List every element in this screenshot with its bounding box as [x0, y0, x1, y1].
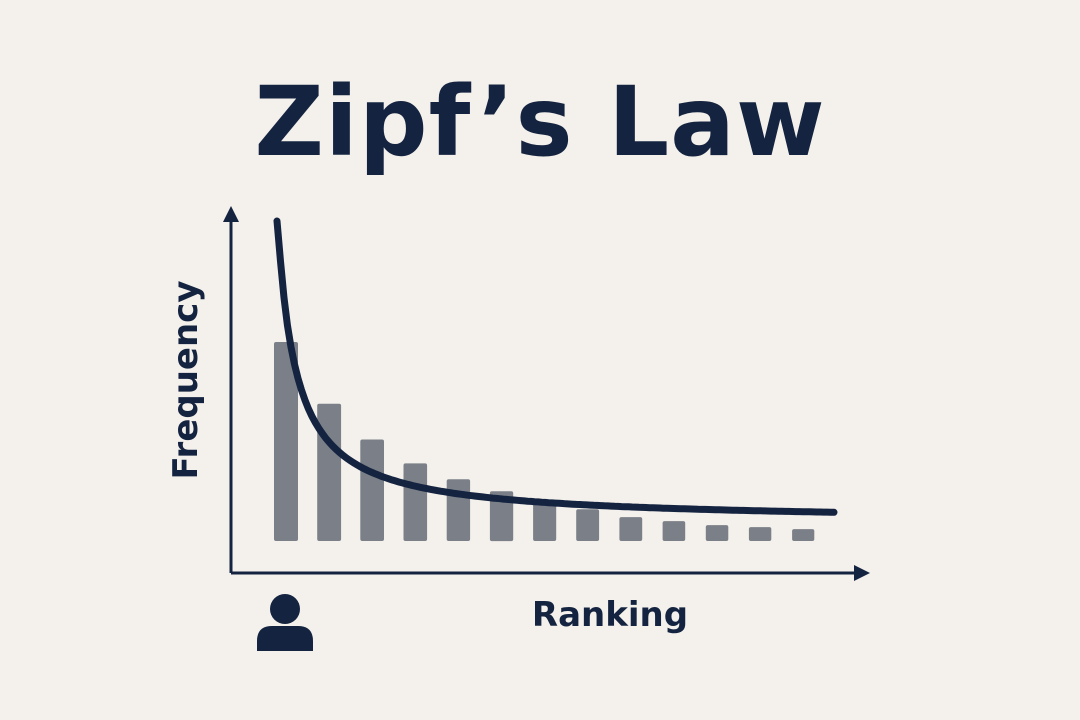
- y-axis-label: Frequency: [166, 280, 206, 479]
- bar-rank-9: [619, 517, 643, 541]
- bar-rank-7: [533, 501, 557, 541]
- person-icon: [257, 594, 313, 651]
- bar-rank-10: [662, 521, 686, 541]
- bar-rank-11: [705, 525, 729, 541]
- bar-rank-1: [274, 342, 298, 541]
- bar-rank-8: [576, 509, 600, 541]
- bar-rank-6: [489, 491, 514, 542]
- bar-rank-3: [360, 439, 384, 541]
- zipf-curve-line: [273, 217, 838, 516]
- y-axis-arrow: [223, 206, 239, 222]
- x-axis-label: Ranking: [532, 595, 688, 635]
- bar-rank-12: [748, 527, 772, 541]
- bar-rank-2: [317, 403, 342, 541]
- bar-rank-5: [446, 479, 471, 541]
- x-axis-arrow: [854, 565, 870, 581]
- bar-rank-13: [792, 529, 815, 541]
- bar-rank-4: [403, 463, 428, 541]
- page-title: Zipf’s Law: [254, 66, 826, 178]
